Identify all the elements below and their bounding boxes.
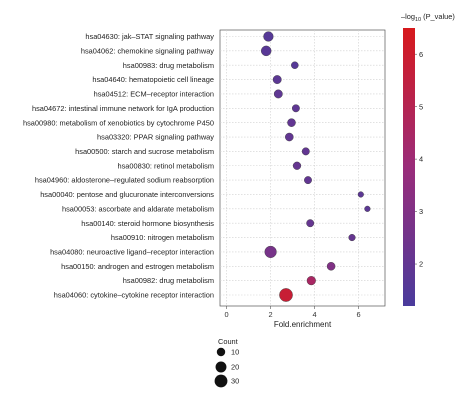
y-tick-label: hsa00053: ascorbate and aldarate metabol…	[62, 204, 214, 213]
y-tick-label: hsa00830: retinol metabolism	[117, 161, 214, 170]
x-axis-ticks: 0 2 4 6	[225, 306, 361, 319]
data-point	[306, 219, 315, 228]
data-point	[357, 191, 364, 198]
y-tick-label: hsa00040: pentose and glucuronate interc…	[40, 190, 214, 199]
data-point	[326, 262, 336, 271]
size-legend-circle	[214, 374, 228, 388]
data-point	[306, 276, 316, 286]
size-legend-label: 10	[231, 348, 239, 357]
size-legend-items: 10 20 30	[214, 347, 239, 388]
color-legend-title-prefix: –log	[401, 12, 415, 21]
y-tick-label: hsa04960: aldosterone–regulated sodium r…	[35, 176, 214, 185]
x-tick-label: 4	[313, 310, 317, 319]
y-tick-label: hsa00140: steroid hormone biosynthesis	[81, 219, 214, 228]
y-axis-labels: hsa04630: jak–STAT signaling pathway hsa0…	[23, 32, 214, 300]
x-axis-title: Fold.enrichment	[274, 320, 332, 329]
color-legend-title-suffix: (P_value)	[421, 12, 455, 21]
color-legend-ticks: 2 3 4 5 6	[415, 50, 423, 269]
y-tick-label: hsa04060: cytokine–cytokine receptor int…	[54, 291, 214, 300]
y-tick-label: hsa04080: neuroactive ligand–receptor in…	[50, 248, 214, 257]
data-point	[261, 45, 272, 57]
data-point	[263, 31, 274, 42]
y-tick-label: hsa00150: androgen and estrogen metaboli…	[61, 262, 214, 271]
y-tick-label: hsa04672: intestinal immune network for …	[32, 104, 214, 113]
size-legend: Count 10 20 30	[214, 337, 239, 388]
size-legend-label: 30	[231, 377, 239, 386]
color-tick-label: 5	[419, 102, 423, 111]
data-point	[272, 75, 282, 84]
y-tick-label: hsa03320: PPAR signaling pathway	[97, 133, 214, 142]
data-point	[348, 234, 356, 242]
color-legend: –log10 (P_value) 2 3 4 5 6	[401, 12, 455, 306]
x-tick-label: 2	[269, 310, 273, 319]
y-tick-label: hsa00500: starch and sucrose metabolism	[75, 147, 214, 156]
data-point	[285, 132, 294, 142]
color-legend-title: –log10 (P_value)	[401, 12, 455, 23]
grid-lines	[220, 30, 385, 306]
data-point	[273, 89, 283, 99]
color-tick-label: 3	[419, 207, 423, 216]
data-point	[292, 161, 302, 170]
x-tick-label: 0	[225, 310, 229, 319]
y-tick-label: hsa04630: jak–STAT signaling pathway	[85, 32, 214, 41]
size-legend-circle	[216, 347, 226, 357]
color-bar	[403, 28, 415, 306]
size-legend-circle	[215, 361, 227, 373]
plot-panel	[219, 29, 386, 307]
data-point	[264, 245, 277, 258]
y-tick-label: hsa00983: drug metabolism	[123, 61, 214, 70]
y-tick-label: hsa04512: ECM–receptor interaction	[94, 90, 214, 99]
data-points	[261, 31, 371, 302]
data-point	[304, 176, 312, 185]
size-legend-title: Count	[218, 337, 238, 346]
data-point	[287, 118, 296, 127]
data-point	[279, 288, 293, 302]
y-tick-label: hsa04640: hematopoietic cell lineage	[92, 75, 214, 84]
color-tick-label: 2	[419, 260, 423, 269]
data-point	[364, 205, 371, 212]
data-point	[301, 147, 310, 156]
data-point	[291, 104, 300, 113]
x-tick-label: 6	[357, 310, 361, 319]
color-legend-title-sub: 10	[415, 17, 421, 23]
data-point	[291, 61, 299, 69]
y-tick-label: hsa00980: metabolism of xenobiotics by c…	[23, 118, 214, 127]
color-tick-label: 4	[419, 155, 423, 164]
y-tick-label: hsa00910: nitrogen metabolism	[111, 233, 214, 242]
y-tick-label: hsa04062: chemokine signaling pathway	[81, 46, 214, 55]
size-legend-label: 20	[231, 363, 239, 372]
y-tick-label: hsa00982: drug metabolism	[123, 276, 214, 285]
color-tick-label: 6	[419, 50, 423, 59]
